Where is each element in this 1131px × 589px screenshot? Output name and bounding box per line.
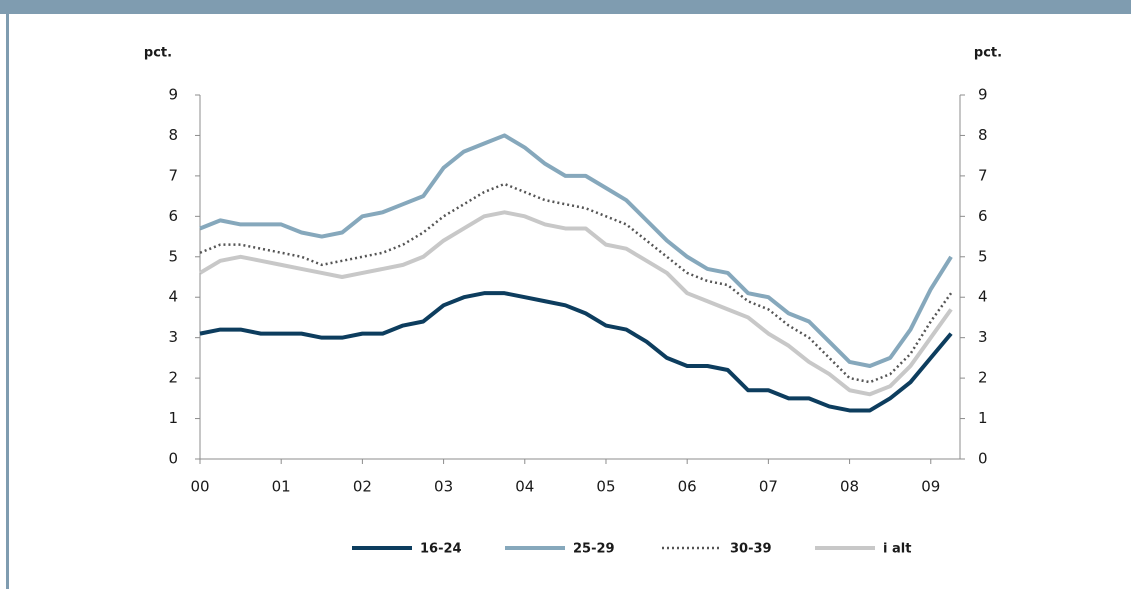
x-tick-label: 09	[921, 478, 940, 496]
x-tick-label: 00	[190, 478, 209, 496]
frame-border	[6, 14, 9, 589]
y2-tick-label: 0	[978, 450, 988, 468]
y2-tick-label: 2	[978, 369, 988, 387]
y2-tick-label: 3	[978, 328, 988, 346]
legend-label: 16-24	[420, 542, 462, 557]
x-tick-label: 08	[840, 478, 859, 496]
y-tick-label: 5	[168, 247, 178, 265]
y-tick-label: 8	[168, 126, 178, 144]
x-tick-label: 06	[678, 478, 697, 496]
y2-tick-label: 4	[978, 288, 988, 306]
y-tick-label: 2	[168, 369, 178, 387]
y-tick-label: 6	[168, 207, 178, 225]
y2-tick-label: 8	[978, 126, 988, 144]
y2-tick-label: 7	[978, 166, 988, 184]
legend-label: 25-29	[573, 542, 615, 557]
legend-label: 30-39	[730, 542, 772, 557]
y-tick-label: 1	[168, 409, 178, 427]
x-tick-label: 01	[272, 478, 291, 496]
x-tick-label: 07	[759, 478, 778, 496]
series-line	[199, 291, 953, 413]
y2-tick-label: 9	[978, 86, 988, 104]
y2-tick-label: 6	[978, 207, 988, 225]
legend-label: i alt	[883, 542, 911, 557]
y2-axis-label: pct.	[974, 46, 1002, 61]
series-line	[199, 133, 953, 368]
y-tick-label: 0	[168, 450, 178, 468]
y-axis-label: pct.	[144, 46, 172, 61]
y2-tick-label: 5	[978, 247, 988, 265]
y-tick-label: 3	[168, 328, 178, 346]
y-tick-label: 9	[168, 86, 178, 104]
y-tick-label: 7	[168, 166, 178, 184]
series-line	[198, 210, 953, 397]
x-tick-label: 02	[353, 478, 372, 496]
header-bar	[0, 0, 1131, 14]
x-tick-label: 05	[596, 478, 615, 496]
x-tick-label: 03	[434, 478, 453, 496]
x-tick-label: 04	[515, 478, 534, 496]
y2-tick-label: 1	[978, 409, 988, 427]
y-tick-label: 4	[168, 288, 178, 306]
